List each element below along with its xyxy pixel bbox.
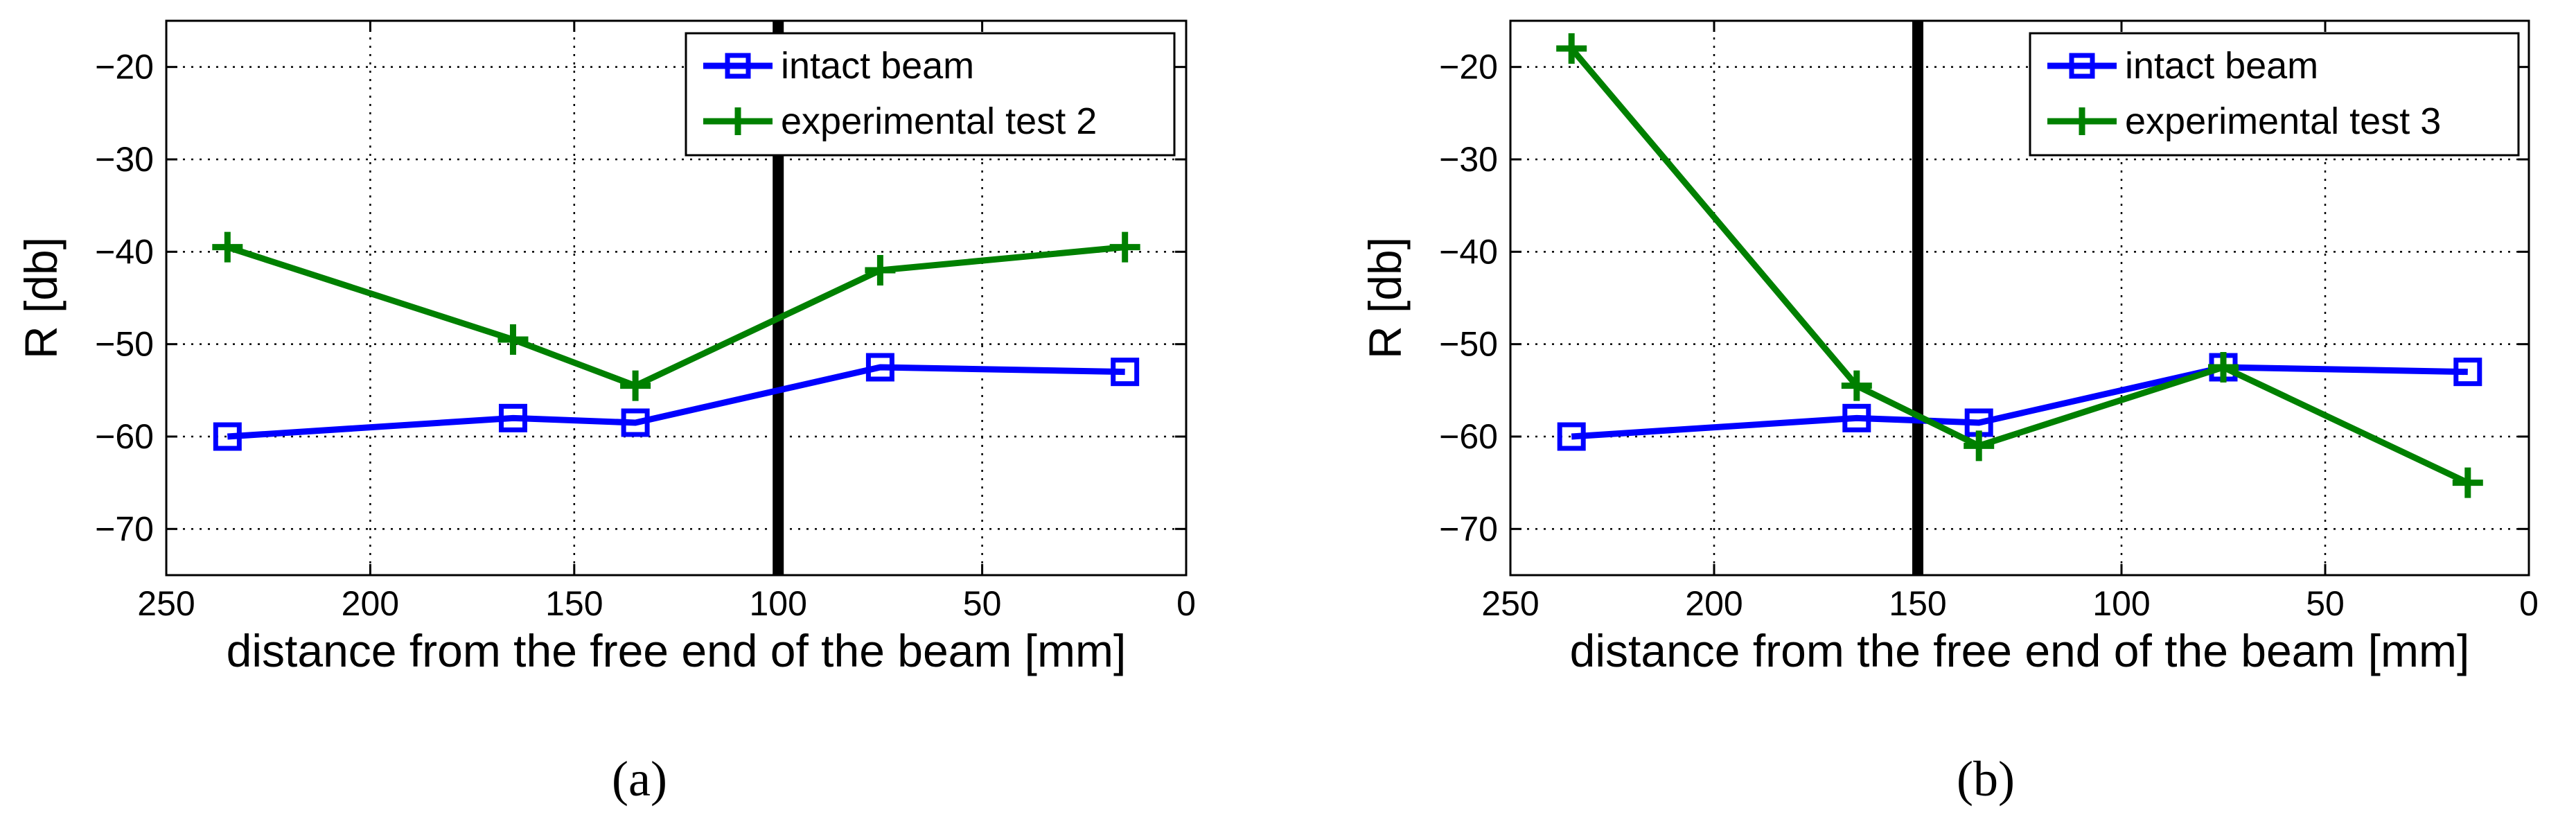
y-tick-label: −30 [1439, 140, 1498, 179]
data-point-plus [1109, 231, 1140, 263]
data-point-plus [1964, 430, 1995, 462]
legend-label: experimental test 2 [781, 100, 1097, 142]
y-axis-label: R [db] [15, 237, 67, 359]
data-point-plus [212, 231, 243, 263]
x-tick-label: 200 [1685, 584, 1743, 623]
x-tick-label: 50 [963, 584, 1002, 623]
data-point-square [1842, 403, 1871, 432]
data-point-square [1557, 422, 1586, 451]
legend-label: intact beam [2125, 45, 2318, 87]
x-tick-label: 100 [749, 584, 806, 623]
x-tick-label: 50 [2306, 584, 2345, 623]
data-point-square [621, 408, 650, 437]
y-tick-label: −20 [95, 48, 154, 87]
data-point-plus [620, 370, 651, 401]
series-experimental-test [212, 231, 1140, 401]
plot-area-frame [1509, 19, 2530, 577]
panel-caption: (b) [1957, 751, 2015, 807]
legend-label: experimental test 3 [2125, 100, 2441, 142]
chart-panel-b: 250 200 150 100 50 0 −20 −30 −40 −50 −60 −70 distanc… [1359, 19, 2539, 807]
y-tick-label: −40 [1439, 232, 1498, 271]
series-line [226, 244, 1126, 389]
data-point-plus [1556, 33, 1587, 64]
x-axis-label: distance from the free end of the beam [… [227, 625, 1127, 676]
data-point-plus [497, 324, 529, 355]
data-point-plus [865, 255, 896, 285]
y-tick-label: −60 [1439, 417, 1498, 456]
series-line [1571, 364, 2468, 440]
y-tick-label: −50 [1439, 325, 1498, 364]
data-point-plus [2452, 467, 2483, 498]
x-tick-label: 250 [137, 584, 195, 623]
y-tick-label: −20 [1439, 48, 1498, 87]
y-tick-label: −60 [95, 417, 154, 456]
data-point-plus [1841, 370, 1872, 401]
legend-box [685, 32, 1176, 157]
legend-swatch-marker [2069, 53, 2095, 79]
legend-swatch-marker [725, 53, 751, 79]
x-tick-label: 200 [342, 584, 399, 623]
legend-label: intact beam [781, 45, 974, 87]
y-tick-label: −30 [95, 140, 154, 179]
data-point-square [2453, 358, 2482, 387]
legend: intact beam experimental test 2 [685, 32, 1176, 157]
x-tick-label: 0 [1176, 584, 1196, 623]
data-point-square [498, 403, 527, 432]
x-tick-label: 150 [1889, 584, 1946, 623]
series-line [227, 364, 1125, 440]
data-point-square [213, 422, 242, 451]
y-tick-label: −50 [95, 325, 154, 364]
y-axis-label: R [db] [1359, 237, 1411, 359]
legend-box [2029, 32, 2520, 157]
chart-panel-a: 250 200 150 100 50 0 −20 −30 −40 −50 −60 −70 distanc… [15, 19, 1196, 807]
data-point-plus [2208, 352, 2239, 383]
plot-area-frame [165, 19, 1188, 577]
x-tick-label: 100 [2092, 584, 2150, 623]
data-point-square [865, 353, 894, 382]
x-axis-label: distance from the free end of the beam [… [1570, 625, 2470, 676]
series-experimental-test [1556, 33, 2483, 498]
series-intact-beam [213, 353, 1140, 451]
y-tick-label: −40 [95, 232, 154, 271]
panel-caption: (a) [612, 751, 667, 807]
legend: intact beam experimental test 3 [2029, 32, 2520, 157]
data-point-square [1111, 358, 1140, 387]
y-tick-label: −70 [1439, 509, 1498, 548]
x-tick-label: 250 [1481, 584, 1539, 623]
x-tick-label: 150 [545, 584, 603, 623]
y-tick-label: −70 [95, 509, 154, 548]
x-tick-label: 0 [2519, 584, 2539, 623]
